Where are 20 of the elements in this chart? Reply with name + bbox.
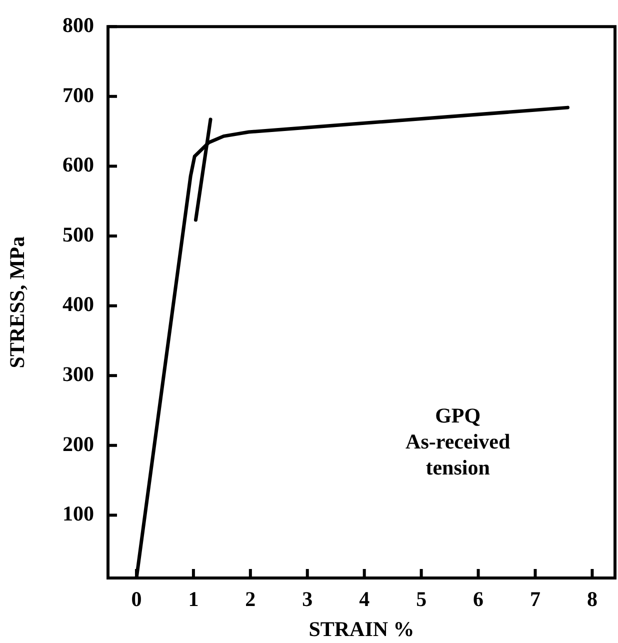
y-tick-label: 700: [62, 82, 94, 107]
y-tick-label: 400: [62, 292, 94, 316]
annotation: GPQ As-received tension: [406, 403, 510, 480]
x-tick-label: 7: [530, 587, 540, 612]
y-axis-title: STRESS, MPa: [5, 236, 30, 368]
x-tick-label: 1: [188, 587, 199, 612]
x-tick-label: 8: [586, 587, 598, 612]
y-tick-label: 200: [62, 432, 94, 456]
x-tick-label: 6: [473, 587, 484, 612]
y-tick-label: 300: [62, 362, 94, 386]
x-tick-label: 0: [131, 587, 142, 612]
x-tick-label: 5: [416, 587, 427, 612]
x-axis-title: STRAIN %: [308, 616, 414, 641]
y-tick-label: 500: [62, 222, 94, 246]
y-tick-label: 100: [62, 502, 94, 526]
x-tick-label: 2: [245, 587, 256, 612]
y-tick-label: 800: [62, 13, 94, 38]
y-tick-label: 600: [62, 152, 94, 177]
x-tick-label: 3: [302, 587, 313, 612]
x-tick-label: 4: [359, 587, 370, 612]
